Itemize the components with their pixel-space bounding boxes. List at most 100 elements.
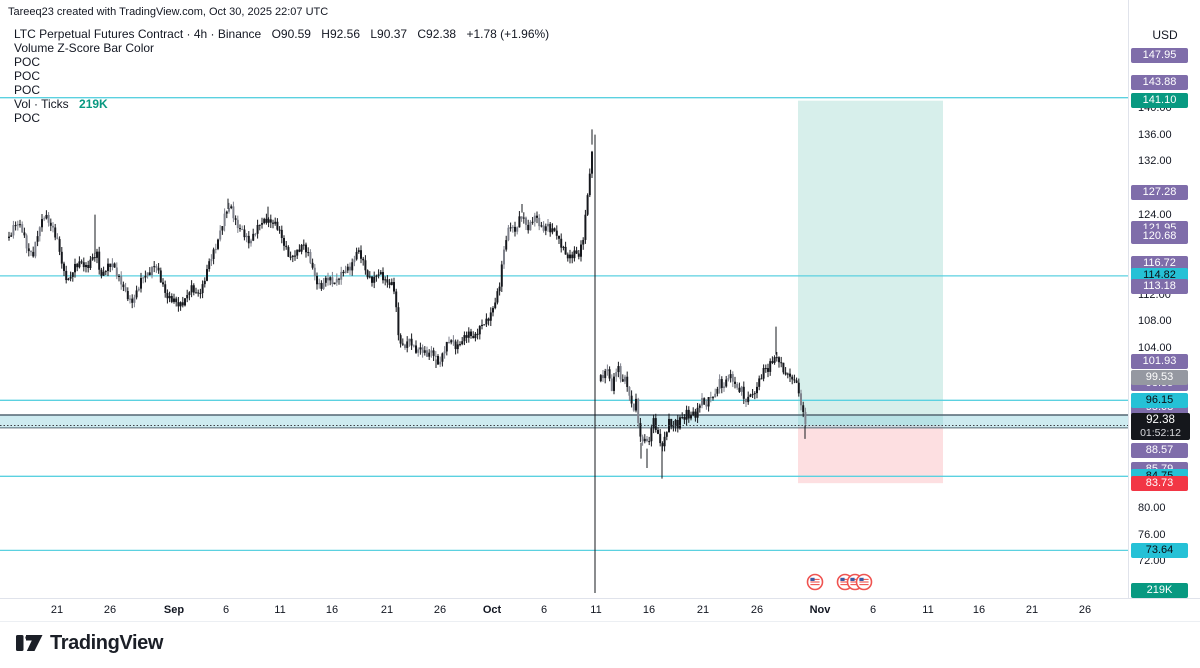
candle-body — [56, 237, 59, 240]
candle-body — [360, 250, 362, 259]
candle-body — [331, 277, 334, 285]
candle-body — [635, 398, 637, 411]
candle-body — [199, 293, 202, 295]
price-axis-label: 104.00 — [1138, 342, 1172, 354]
candle-body — [371, 276, 373, 283]
candle-body — [690, 415, 692, 419]
chart-canvas[interactable] — [0, 0, 1128, 598]
price-level-badge: 113.18 — [1131, 279, 1188, 295]
candle-body — [118, 276, 120, 278]
candle-body — [555, 230, 558, 236]
candle-body — [232, 206, 235, 219]
tradingview-logo-text: TradingView — [50, 631, 164, 654]
econ-event-icon[interactable] — [806, 573, 824, 591]
candle-body — [487, 318, 490, 321]
candle-body — [225, 211, 228, 214]
tradingview-logo[interactable]: TradingView — [16, 628, 163, 658]
chart-pane[interactable]: Tareeq23 created with TradingView.com, O… — [0, 0, 1128, 598]
candle-body — [338, 278, 340, 280]
long-position-loss-box[interactable] — [798, 425, 943, 484]
indicator-poc-3[interactable]: POC — [14, 83, 41, 97]
candle-body — [14, 225, 17, 227]
candle-body — [276, 221, 279, 230]
candle-body — [364, 260, 367, 271]
candle-body — [254, 233, 257, 235]
candle-body — [771, 361, 774, 363]
candle-body — [344, 270, 347, 274]
candle-body — [382, 272, 384, 281]
candle-body — [685, 409, 688, 420]
candle-body — [450, 340, 453, 343]
candle-body — [580, 244, 582, 257]
long-position-profit-box[interactable] — [798, 100, 943, 426]
candle-body — [256, 225, 259, 234]
candle-body — [115, 267, 118, 277]
indicator-poc-2[interactable]: POC — [14, 69, 41, 83]
candle-body — [672, 426, 675, 428]
candle-body — [377, 274, 380, 276]
candle-body — [104, 271, 107, 273]
candle-body — [663, 436, 666, 447]
candle-body — [619, 366, 622, 380]
indicator-volume-row[interactable]: Vol · Ticks 219K — [14, 97, 549, 111]
candle-body — [476, 333, 479, 335]
candle-body — [375, 275, 378, 277]
candle-body — [63, 263, 65, 271]
price-zone-band[interactable] — [0, 415, 1128, 428]
bar-countdown: 01:52:12 — [1140, 427, 1181, 439]
candle-body — [474, 333, 477, 339]
candle-body — [162, 282, 164, 285]
candle-body — [725, 379, 728, 387]
us-flag-canton — [859, 577, 864, 581]
candle-body — [406, 341, 409, 348]
candle-body — [294, 255, 296, 257]
candle-body — [784, 372, 787, 375]
candle-body — [408, 338, 411, 342]
candle-body — [221, 226, 224, 231]
candle-body — [245, 235, 248, 238]
candle-body — [45, 214, 48, 219]
candle-body — [428, 352, 431, 357]
price-axis[interactable]: USD 140.00136.00132.00124.00112.00108.00… — [1128, 0, 1200, 598]
candle-body — [91, 257, 94, 260]
candle-body — [520, 216, 523, 219]
candle-body — [507, 227, 510, 241]
econ-event-icon[interactable] — [855, 573, 873, 591]
candle-body — [652, 418, 655, 429]
candle-body — [716, 388, 719, 394]
candle-body — [272, 222, 274, 224]
candle-body — [747, 396, 750, 403]
candle-body — [186, 295, 189, 299]
candle-body — [514, 226, 516, 232]
candle-body — [538, 217, 541, 227]
candle-body — [683, 416, 686, 420]
volume-label[interactable]: Vol · Ticks — [14, 97, 69, 111]
candle-body — [780, 362, 783, 364]
indicator-volume-zscore[interactable]: Volume Z-Score Bar Color — [14, 41, 155, 55]
candle-body — [423, 350, 426, 353]
candle-body — [43, 218, 46, 220]
candle-body — [379, 272, 382, 275]
candle-body — [681, 416, 684, 418]
indicator-poc-1[interactable]: POC — [14, 55, 41, 69]
candle-body — [181, 302, 184, 306]
candle-body — [604, 370, 607, 379]
price-level-badge: 101.93 — [1131, 354, 1188, 370]
indicator-poc-4[interactable]: POC — [14, 111, 41, 125]
candle-body — [247, 235, 250, 244]
us-flag-canton — [810, 577, 815, 581]
candle-body — [412, 345, 415, 347]
candle-body — [302, 244, 305, 246]
candle-body — [610, 378, 613, 391]
candle-body — [74, 263, 76, 273]
candle-body — [195, 292, 197, 294]
candle-body — [646, 438, 648, 442]
time-axis[interactable]: 21 26 Sep 6 11 16 21 26 Oct 6 11 16 21 26 Nov 6 11 16 21 26 — [0, 598, 1200, 622]
time-axis-tick: 26 — [1078, 604, 1092, 616]
candle-body — [142, 277, 145, 279]
candle-body — [184, 298, 186, 306]
symbol-title[interactable]: LTC Perpetual Futures Contract · 4h · Bi… — [14, 27, 262, 41]
candle-body — [122, 284, 125, 288]
candle-body — [694, 411, 697, 418]
symbol-title-row[interactable]: LTC Perpetual Futures Contract · 4h · Bi… — [14, 27, 549, 41]
